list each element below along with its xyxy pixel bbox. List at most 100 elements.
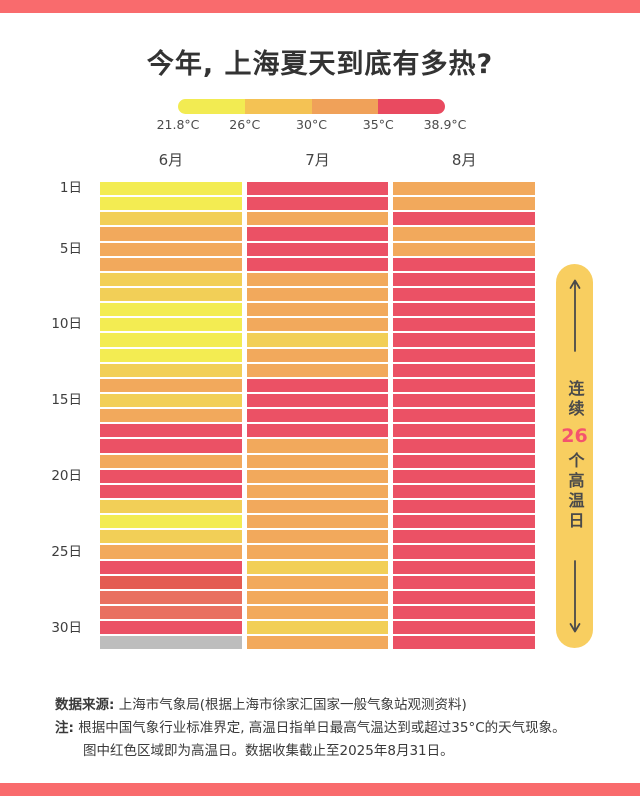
day-label: 20日	[51, 468, 82, 485]
scale-segment	[311, 99, 379, 114]
temperature-scale-labels: 21.8°C 26°C 30°C 35°C 38.9°C	[157, 117, 467, 133]
month-headers: 6月 7月 8月	[100, 149, 535, 170]
scale-tick-label: 35°C	[362, 117, 394, 132]
arrow-down-icon	[568, 559, 582, 635]
scale-tick-label: 26°C	[229, 117, 261, 132]
heatmap-cell	[393, 333, 536, 347]
heatmap-cell	[393, 515, 536, 529]
heatmap-cell	[100, 182, 242, 196]
day-label: 30日	[51, 619, 82, 636]
heatmap-cell	[393, 469, 536, 483]
heatmap-cell	[246, 545, 389, 559]
heatmap-cell	[100, 393, 242, 408]
heatmap-cell	[393, 530, 536, 544]
consecutive-days-annotation: 连续 26 个高温日	[556, 264, 593, 648]
page-title: 今年, 上海夏天到底有多热?	[146, 49, 494, 80]
heatmap-cell	[100, 621, 242, 635]
scale-tick-label: 21.8°C	[156, 117, 200, 132]
heatmap-cell	[100, 575, 242, 589]
heatmap-cell	[100, 636, 242, 650]
heatmap-cell	[246, 530, 389, 544]
day-label: 5日	[59, 240, 82, 257]
heatmap-cell	[246, 499, 389, 514]
heatmap-cell	[246, 333, 389, 347]
data-source-text: 上海市气象局(根据上海市徐家汇国家一般气象站观测资料)	[114, 697, 467, 713]
heatmap-cell	[393, 227, 536, 241]
heatmap-grid	[100, 182, 536, 651]
heatmap-cell	[393, 499, 536, 514]
heatmap-cell	[100, 212, 242, 226]
heatmap-cell	[100, 484, 242, 498]
heatmap-cell	[246, 560, 389, 574]
heatmap-cell	[393, 287, 536, 302]
annotation-number: 26	[561, 425, 588, 447]
heatmap-cell	[246, 484, 389, 498]
note-text-2: 图中红色区域即为高温日。数据收集截止至2025年8月31日。	[83, 743, 454, 759]
heatmap-cell	[246, 621, 389, 635]
annotation-suffix: 个高温日	[565, 452, 585, 532]
heatmap-cell	[100, 499, 242, 514]
august-column	[393, 182, 536, 651]
day-label: 1日	[59, 180, 82, 196]
heatmap-cell	[393, 272, 536, 287]
june-column	[100, 182, 242, 651]
heatmap-cell	[246, 409, 389, 423]
data-source-line: 数据来源: 上海市气象局(根据上海市徐家汇国家一般气象站观测资料)	[55, 694, 603, 717]
heatmap-cell	[246, 227, 389, 241]
heatmap-cell	[246, 318, 389, 332]
heatmap-cell	[100, 287, 242, 302]
heatmap-cell	[246, 197, 389, 211]
footer-notes: 数据来源: 上海市气象局(根据上海市徐家汇国家一般气象站观测资料) 注: 根据中…	[55, 694, 603, 763]
heatmap-cell	[246, 605, 389, 620]
heatmap-cell	[393, 242, 536, 256]
annotation-text: 连续 26 个高温日	[561, 380, 587, 532]
heatmap-cell	[246, 469, 389, 483]
arrow-up-icon	[568, 277, 582, 353]
heatmap-cell	[246, 378, 389, 393]
note-line-1: 注: 根据中国气象行业标准界定, 高温日指单日最高气温达到或超过35°C的天气现…	[55, 717, 603, 740]
heatmap-cell	[246, 272, 389, 287]
heatmap-cell	[246, 575, 389, 589]
top-border-bar	[0, 0, 640, 13]
heatmap-cell	[246, 636, 389, 650]
day-axis: 1日 5日 10日 15日 20日 25日 30日	[30, 180, 92, 652]
heatmap-cell	[246, 454, 389, 468]
heatmap-cell	[246, 348, 389, 362]
heatmap-cell	[100, 197, 242, 211]
heatmap-cell	[393, 409, 536, 423]
heatmap-cell	[246, 257, 389, 271]
heatmap-cell	[393, 636, 536, 650]
scale-segment	[178, 99, 245, 114]
heatmap-cell	[393, 212, 536, 226]
heatmap-cell	[246, 242, 389, 256]
note-text: 根据中国气象行业标准界定, 高温日指单日最高气温达到或超过35°C的天气现象。	[73, 720, 566, 736]
temperature-scale-bar	[178, 99, 445, 114]
heatmap-cell	[246, 515, 389, 529]
heatmap-cell	[393, 257, 536, 271]
heatmap-cell	[100, 590, 242, 604]
heatmap-cell	[393, 454, 536, 468]
heatmap-cell	[100, 257, 242, 271]
scale-tick-label: 38.9°C	[423, 117, 467, 132]
note-line-2: 图中红色区域即为高温日。数据收集截止至2025年8月31日。	[55, 740, 603, 763]
heatmap-cell	[100, 348, 242, 362]
heatmap-cell	[100, 515, 242, 529]
heatmap-cell	[100, 333, 242, 347]
bottom-border-bar	[0, 783, 640, 796]
heatmap-cell	[393, 182, 536, 196]
heatmap-cell	[393, 575, 536, 589]
heatmap-cell	[100, 469, 242, 483]
scale-segment	[378, 99, 445, 114]
heatmap-cell	[393, 621, 536, 635]
note-label: 注:	[55, 720, 74, 736]
heatmap-cell	[393, 363, 536, 377]
heatmap-cell	[246, 182, 389, 196]
heatmap-cell	[393, 378, 536, 393]
heatmap-cell	[100, 363, 242, 377]
heatmap-cell	[100, 605, 242, 620]
heatmap-cell	[100, 439, 242, 453]
month-label: 6月	[158, 151, 184, 169]
data-source-label: 数据来源:	[55, 697, 115, 713]
heatmap-cell	[100, 454, 242, 468]
